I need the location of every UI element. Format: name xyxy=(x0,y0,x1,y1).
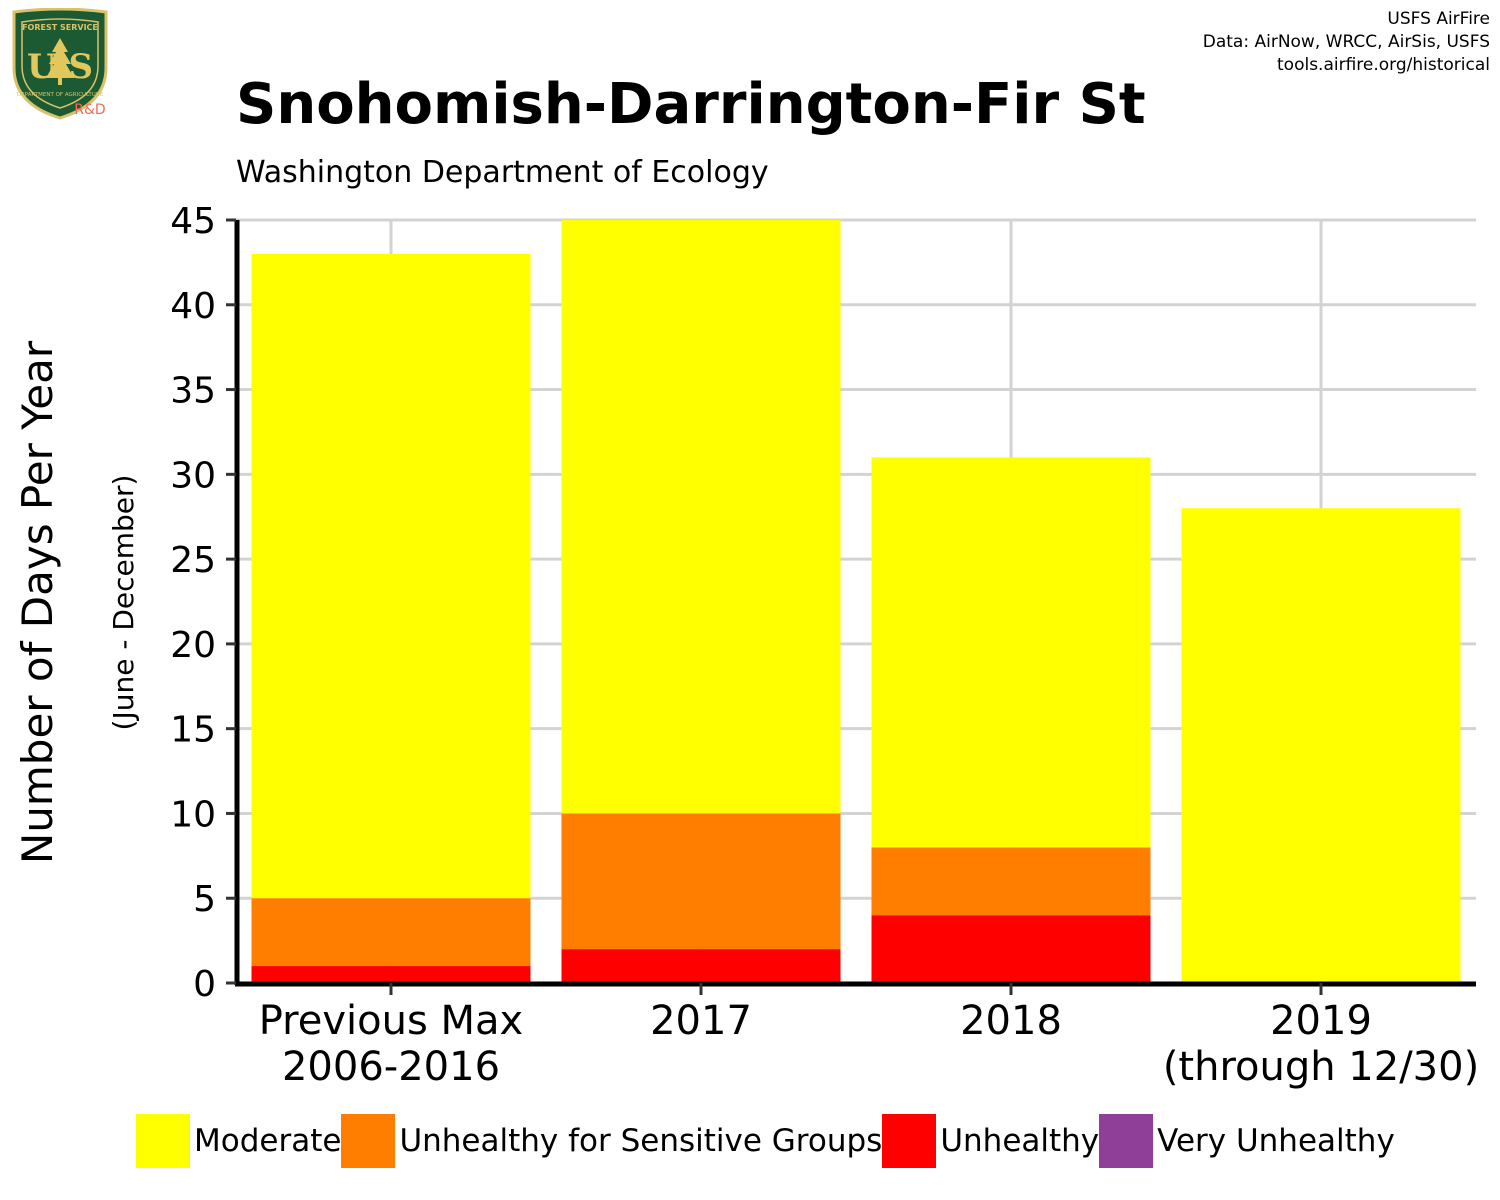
y-tick-label: 20 xyxy=(170,625,216,666)
legend-item: Very Unhealthy xyxy=(1099,1114,1395,1168)
logo-top-text: FOREST SERVICE xyxy=(22,23,98,32)
legend: Moderate Unhealthy for Sensitive Groups Un… xyxy=(136,1113,1395,1169)
credits: USFS AirFire Data: AirNow, WRCC, AirSis,… xyxy=(1203,8,1490,77)
credit-line-2: Data: AirNow, WRCC, AirSis, USFS xyxy=(1202,32,1490,52)
bar-segment xyxy=(251,966,531,983)
y-tick-label: 10 xyxy=(170,794,216,835)
usfs-logo: FOREST SERVICE U S DEPARTMENT OF AGRICUL… xyxy=(12,8,108,120)
y-tick-label: 45 xyxy=(170,201,216,242)
chart-subtitle: Washington Department of Ecology xyxy=(236,155,769,190)
y-axis-title: Number of Days Per Year xyxy=(13,340,62,864)
legend-item: Unhealthy for Sensitive Groups xyxy=(341,1114,882,1168)
tree-icon xyxy=(46,38,74,78)
legend-swatch xyxy=(136,1114,190,1168)
axes xyxy=(226,218,1476,995)
legend-swatch xyxy=(1099,1114,1154,1168)
x-tick-label: 2017 xyxy=(650,998,752,1044)
x-tick-label: 2019 (through 12/30) xyxy=(1163,998,1479,1090)
bar-segment xyxy=(561,813,841,950)
legend-label: Unhealthy xyxy=(940,1123,1100,1159)
y-tick-label: 30 xyxy=(170,455,216,496)
logo-bottom-text: DEPARTMENT OF AGRICULTURE xyxy=(17,92,104,98)
y-tick-label: 35 xyxy=(170,371,216,412)
bars xyxy=(251,220,1461,983)
bar-segment xyxy=(561,220,841,814)
x-tick-label: 2018 xyxy=(960,998,1062,1044)
legend-item: Unhealthy xyxy=(882,1114,1099,1168)
bar-segment xyxy=(871,457,1151,848)
y-tick-label: 5 xyxy=(193,879,216,920)
legend-label: Very Unhealthy xyxy=(1157,1123,1395,1159)
y-tick-label: 25 xyxy=(170,540,216,581)
credit-line-3: tools.airfire.org/historical xyxy=(1277,55,1490,75)
legend-label: Unhealthy for Sensitive Groups xyxy=(399,1123,883,1159)
x-tick-label-line: 2006-2016 xyxy=(282,1044,500,1090)
x-tick-label-line: 2018 xyxy=(960,998,1062,1044)
legend-swatch xyxy=(341,1114,396,1168)
legend-item: Moderate xyxy=(136,1114,341,1168)
bar-segment xyxy=(251,253,531,899)
bar-segment xyxy=(251,898,531,967)
x-tick-label-line: 2019 xyxy=(1270,998,1372,1044)
bar-segment xyxy=(871,915,1151,983)
bar-segment xyxy=(561,949,841,983)
y-axis-subtitle: (June - December) xyxy=(107,475,140,731)
bar-segment xyxy=(1181,508,1461,983)
x-tick-label-line: (through 12/30) xyxy=(1163,1044,1479,1090)
y-tick-label: 0 xyxy=(193,964,216,1005)
y-tick-label: 15 xyxy=(170,710,216,751)
y-tick-label: 40 xyxy=(170,286,216,327)
x-tick-label: Previous Max 2006-2016 xyxy=(259,998,523,1090)
bar-segment xyxy=(871,847,1151,916)
chart-title: Snohomish-Darrington-Fir St xyxy=(236,72,1146,137)
credit-line-1: USFS AirFire xyxy=(1387,9,1490,29)
x-tick-label-line: Previous Max xyxy=(259,998,523,1044)
x-tick-label-line: 2017 xyxy=(650,998,752,1044)
legend-swatch xyxy=(882,1114,937,1168)
legend-label: Moderate xyxy=(194,1123,342,1159)
logo-badge: R&D xyxy=(74,102,105,118)
